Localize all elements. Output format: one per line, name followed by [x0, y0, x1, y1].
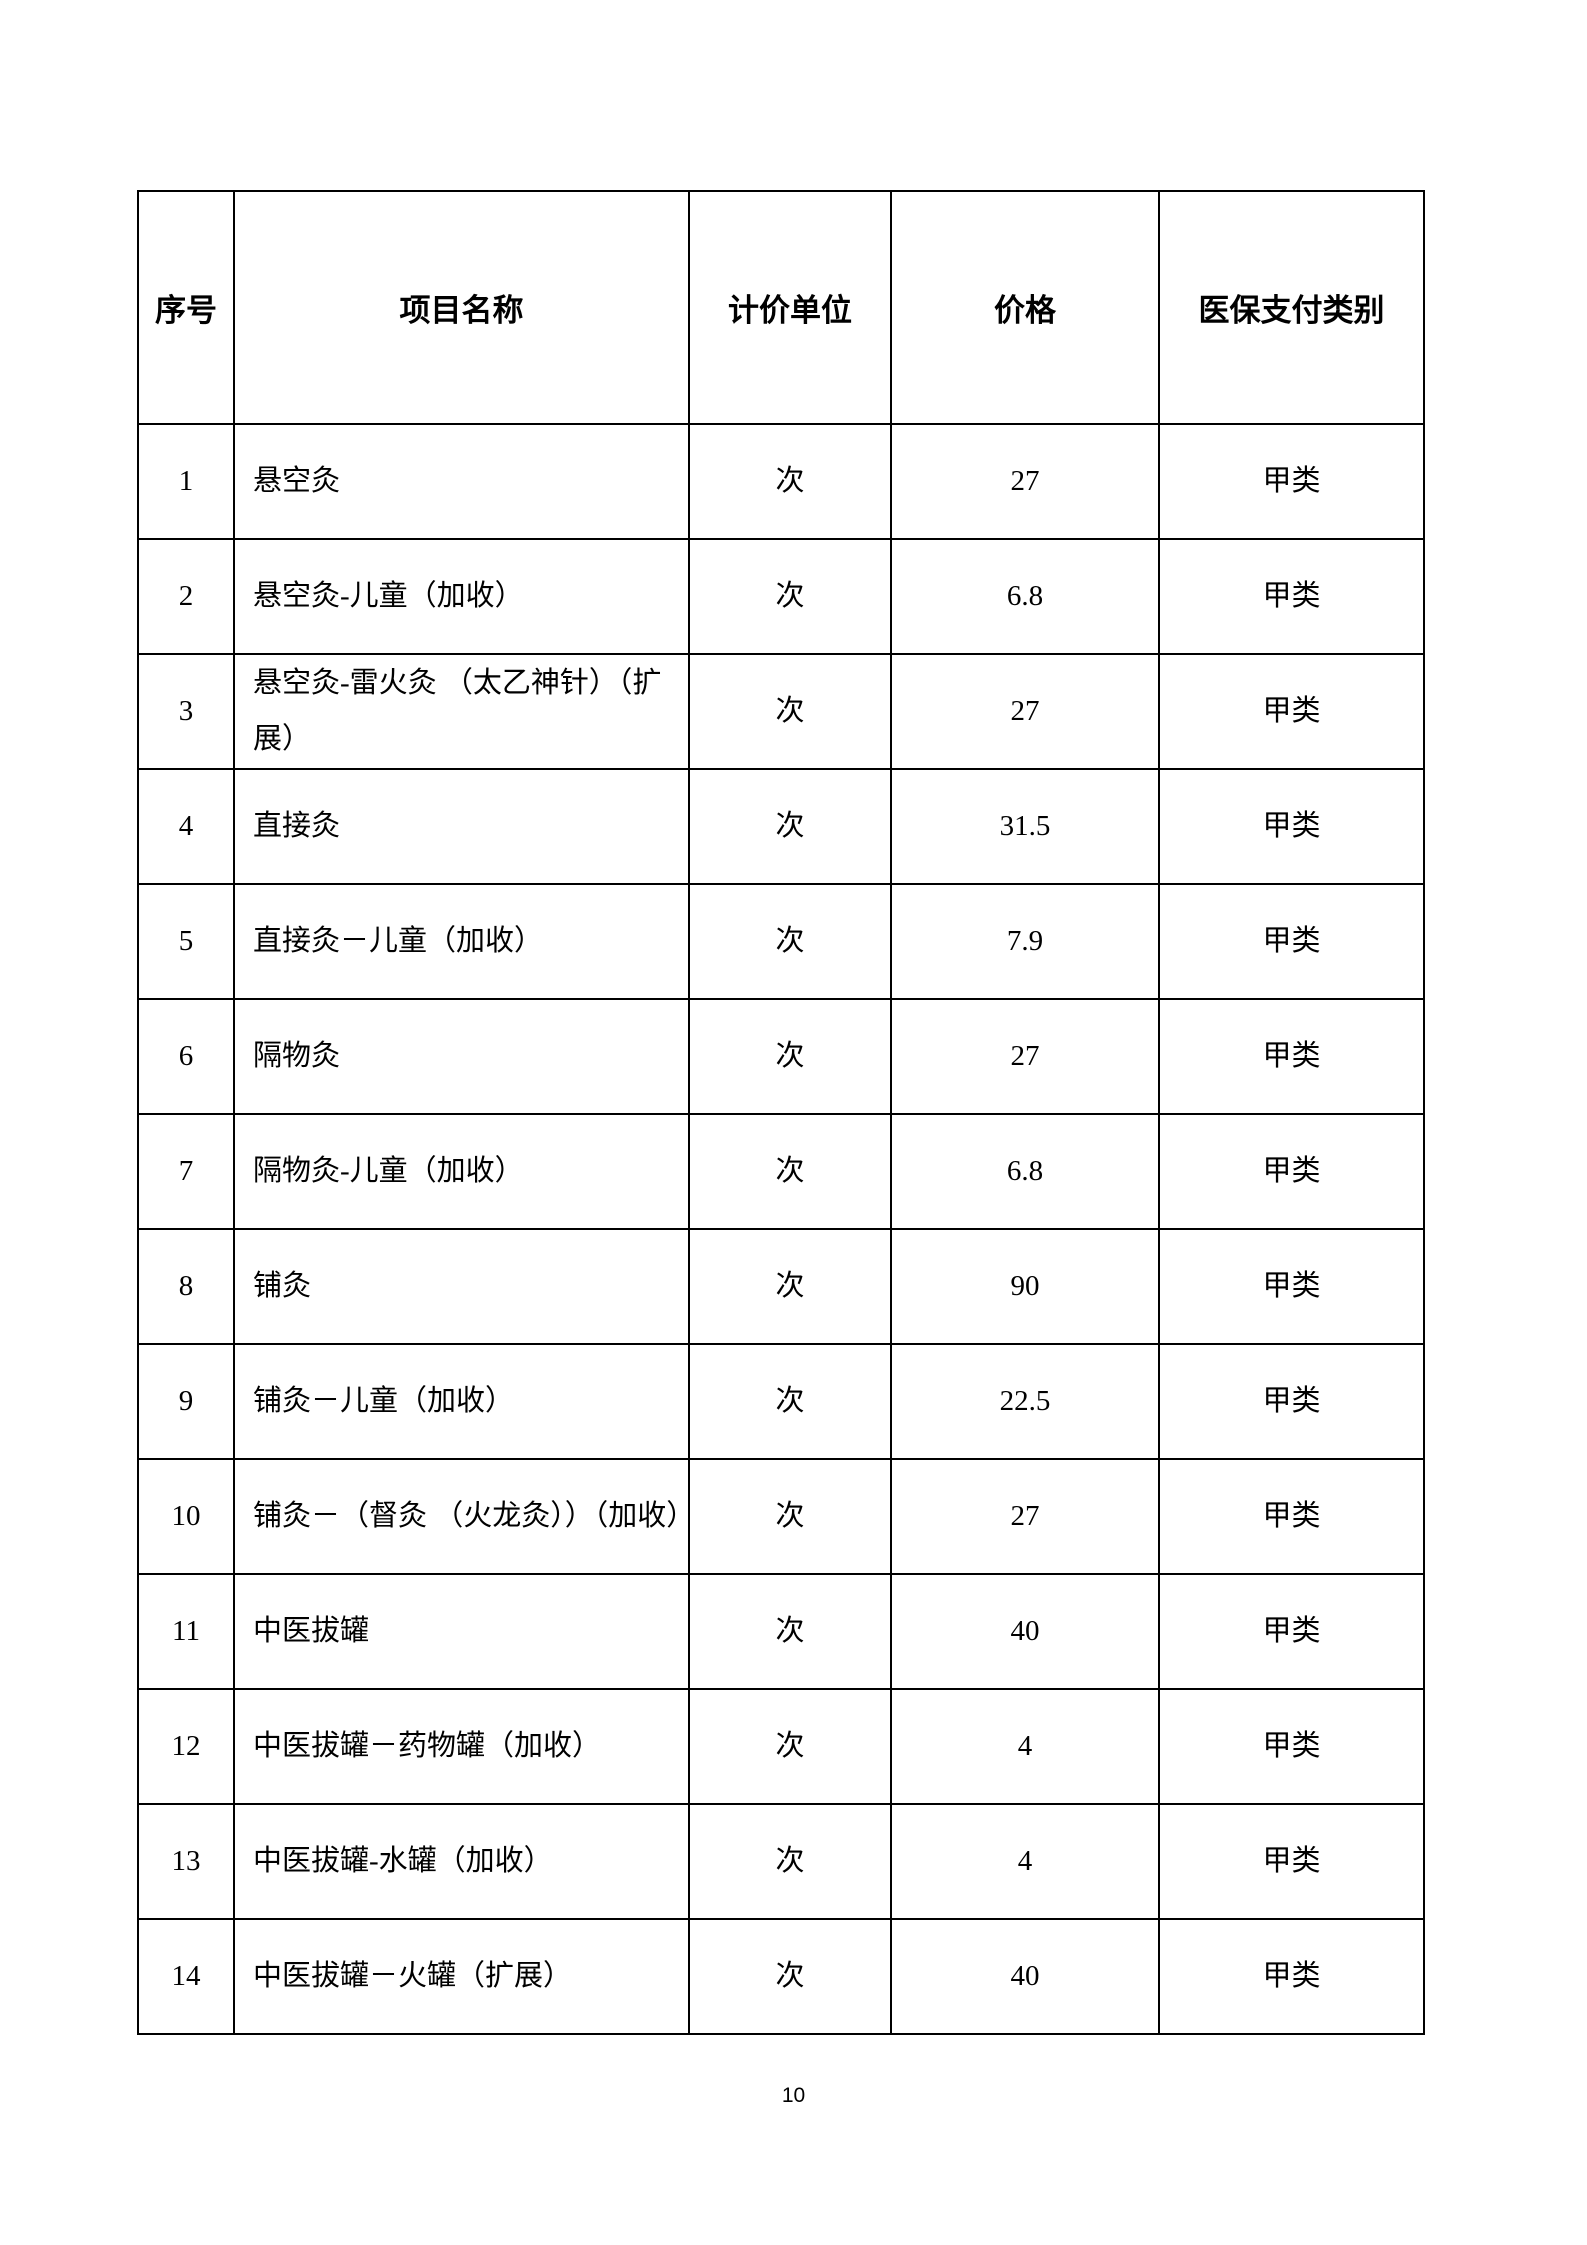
cell-serial-number: 2 — [137, 538, 235, 655]
cell-insurance-category: 甲类 — [1158, 1228, 1425, 1345]
cell-serial-number: 14 — [137, 1918, 235, 2035]
cell-serial-number: 1 — [137, 423, 235, 540]
cell-serial-number: 9 — [137, 1343, 235, 1460]
cell-insurance-category: 甲类 — [1158, 538, 1425, 655]
cell-serial-number: 3 — [137, 653, 235, 770]
cell-price: 4 — [890, 1688, 1160, 1805]
cell-price: 27 — [890, 653, 1160, 770]
cell-item-name: 中医拔罐－药物罐（加收） — [233, 1688, 690, 1805]
cell-serial-number: 11 — [137, 1573, 235, 1690]
cell-unit: 次 — [688, 768, 892, 885]
price-table-body: 1 悬空灸次 27 甲类 2 悬空灸-儿童（加收）次 6.8 甲类 3 悬空灸-雷火灸 （太乙神针… — [137, 423, 1425, 2035]
cell-unit: 次 — [688, 1228, 892, 1345]
cell-item-name: 中医拔罐-水罐（加收） — [233, 1803, 690, 1920]
cell-serial-number: 5 — [137, 883, 235, 1000]
table-row: 1 悬空灸次 27 甲类 — [137, 423, 1425, 540]
cell-price: 40 — [890, 1573, 1160, 1690]
cell-serial-number: 8 — [137, 1228, 235, 1345]
cell-price: 40 — [890, 1918, 1160, 2035]
cell-insurance-category: 甲类 — [1158, 1458, 1425, 1575]
cell-item-name: 中医拔罐－火罐（扩展） — [233, 1918, 690, 2035]
cell-serial-number: 13 — [137, 1803, 235, 1920]
cell-price: 27 — [890, 998, 1160, 1115]
column-header-unit: 计价单位 — [688, 190, 892, 425]
cell-unit: 次 — [688, 538, 892, 655]
price-table-head: 序号 项目名称 计价单位 价格 医保支付类别 — [137, 190, 1425, 425]
cell-item-name: 悬空灸-雷火灸 （太乙神针）（扩展） — [233, 653, 690, 770]
cell-unit: 次 — [688, 998, 892, 1115]
cell-price: 31.5 — [890, 768, 1160, 885]
cell-price: 7.9 — [890, 883, 1160, 1000]
cell-unit: 次 — [688, 1918, 892, 2035]
cell-item-name: 隔物灸-儿童（加收） — [233, 1113, 690, 1230]
cell-price: 27 — [890, 423, 1160, 540]
table-row: 8 铺灸次 90 甲类 — [137, 1228, 1425, 1345]
column-header-item-name: 项目名称 — [233, 190, 690, 425]
cell-price: 6.8 — [890, 538, 1160, 655]
table-row: 2 悬空灸-儿童（加收）次 6.8 甲类 — [137, 538, 1425, 655]
cell-item-name: 铺灸－儿童（加收） — [233, 1343, 690, 1460]
table-row: 5 直接灸－儿童（加收）次 7.9 甲类 — [137, 883, 1425, 1000]
cell-serial-number: 12 — [137, 1688, 235, 1805]
table-header-row: 序号 项目名称 计价单位 价格 医保支付类别 — [137, 190, 1425, 425]
cell-unit: 次 — [688, 1573, 892, 1690]
table-row: 11 中医拔罐次 40 甲类 — [137, 1573, 1425, 1690]
cell-price: 90 — [890, 1228, 1160, 1345]
cell-unit: 次 — [688, 883, 892, 1000]
cell-insurance-category: 甲类 — [1158, 768, 1425, 885]
cell-item-name: 中医拔罐 — [233, 1573, 690, 1690]
cell-serial-number: 10 — [137, 1458, 235, 1575]
cell-serial-number: 7 — [137, 1113, 235, 1230]
cell-unit: 次 — [688, 1688, 892, 1805]
table-row: 4 直接灸次 31.5 甲类 — [137, 768, 1425, 885]
cell-insurance-category: 甲类 — [1158, 1918, 1425, 2035]
cell-item-name: 铺灸 — [233, 1228, 690, 1345]
cell-price: 6.8 — [890, 1113, 1160, 1230]
cell-price: 4 — [890, 1803, 1160, 1920]
cell-unit: 次 — [688, 653, 892, 770]
cell-insurance-category: 甲类 — [1158, 998, 1425, 1115]
cell-item-name: 直接灸－儿童（加收） — [233, 883, 690, 1000]
cell-price: 22.5 — [890, 1343, 1160, 1460]
cell-serial-number: 6 — [137, 998, 235, 1115]
cell-insurance-category: 甲类 — [1158, 1803, 1425, 1920]
cell-unit: 次 — [688, 1113, 892, 1230]
cell-unit: 次 — [688, 1343, 892, 1460]
column-header-serial-number: 序号 — [137, 190, 235, 425]
column-header-insurance-category: 医保支付类别 — [1158, 190, 1425, 425]
table-row: 13 中医拔罐-水罐（加收）次 4 甲类 — [137, 1803, 1425, 1920]
table-row: 12 中医拔罐－药物罐（加收）次 4 甲类 — [137, 1688, 1425, 1805]
cell-insurance-category: 甲类 — [1158, 1573, 1425, 1690]
table-row: 3 悬空灸-雷火灸 （太乙神针）（扩展）次 27 甲类 — [137, 653, 1425, 770]
table-row: 6 隔物灸次 27 甲类 — [137, 998, 1425, 1115]
cell-item-name: 直接灸 — [233, 768, 690, 885]
page-number: 10 — [781, 2084, 806, 2107]
cell-insurance-category: 甲类 — [1158, 653, 1425, 770]
cell-item-name: 铺灸－（督灸 （火龙灸））（加收） — [233, 1458, 695, 1575]
cell-price: 27 — [890, 1458, 1160, 1575]
table-row: 10 铺灸－（督灸 （火龙灸））（加收）次 27 甲类 — [137, 1458, 1425, 1575]
cell-unit: 次 — [688, 1803, 892, 1920]
table-row: 9 铺灸－儿童（加收）次 22.5 甲类 — [137, 1343, 1425, 1460]
column-header-price: 价格 — [890, 190, 1160, 425]
table-row: 7 隔物灸-儿童（加收）次 6.8 甲类 — [137, 1113, 1425, 1230]
table-row: 14 中医拔罐－火罐（扩展）次 40 甲类 — [137, 1918, 1425, 2035]
cell-insurance-category: 甲类 — [1158, 1688, 1425, 1805]
cell-insurance-category: 甲类 — [1158, 423, 1425, 540]
cell-unit: 次 — [688, 423, 892, 540]
cell-insurance-category: 甲类 — [1158, 1343, 1425, 1460]
cell-unit: 次 — [688, 1458, 892, 1575]
cell-serial-number: 4 — [137, 768, 235, 885]
price-table: 序号 项目名称 计价单位 价格 医保支付类别 1 悬空灸次 27 甲类 2 悬空灸-儿童（加收）次… — [137, 190, 1425, 2035]
cell-insurance-category: 甲类 — [1158, 883, 1425, 1000]
cell-item-name: 悬空灸 — [233, 423, 690, 540]
cell-item-name: 悬空灸-儿童（加收） — [233, 538, 690, 655]
cell-item-name: 隔物灸 — [233, 998, 690, 1115]
cell-insurance-category: 甲类 — [1158, 1113, 1425, 1230]
